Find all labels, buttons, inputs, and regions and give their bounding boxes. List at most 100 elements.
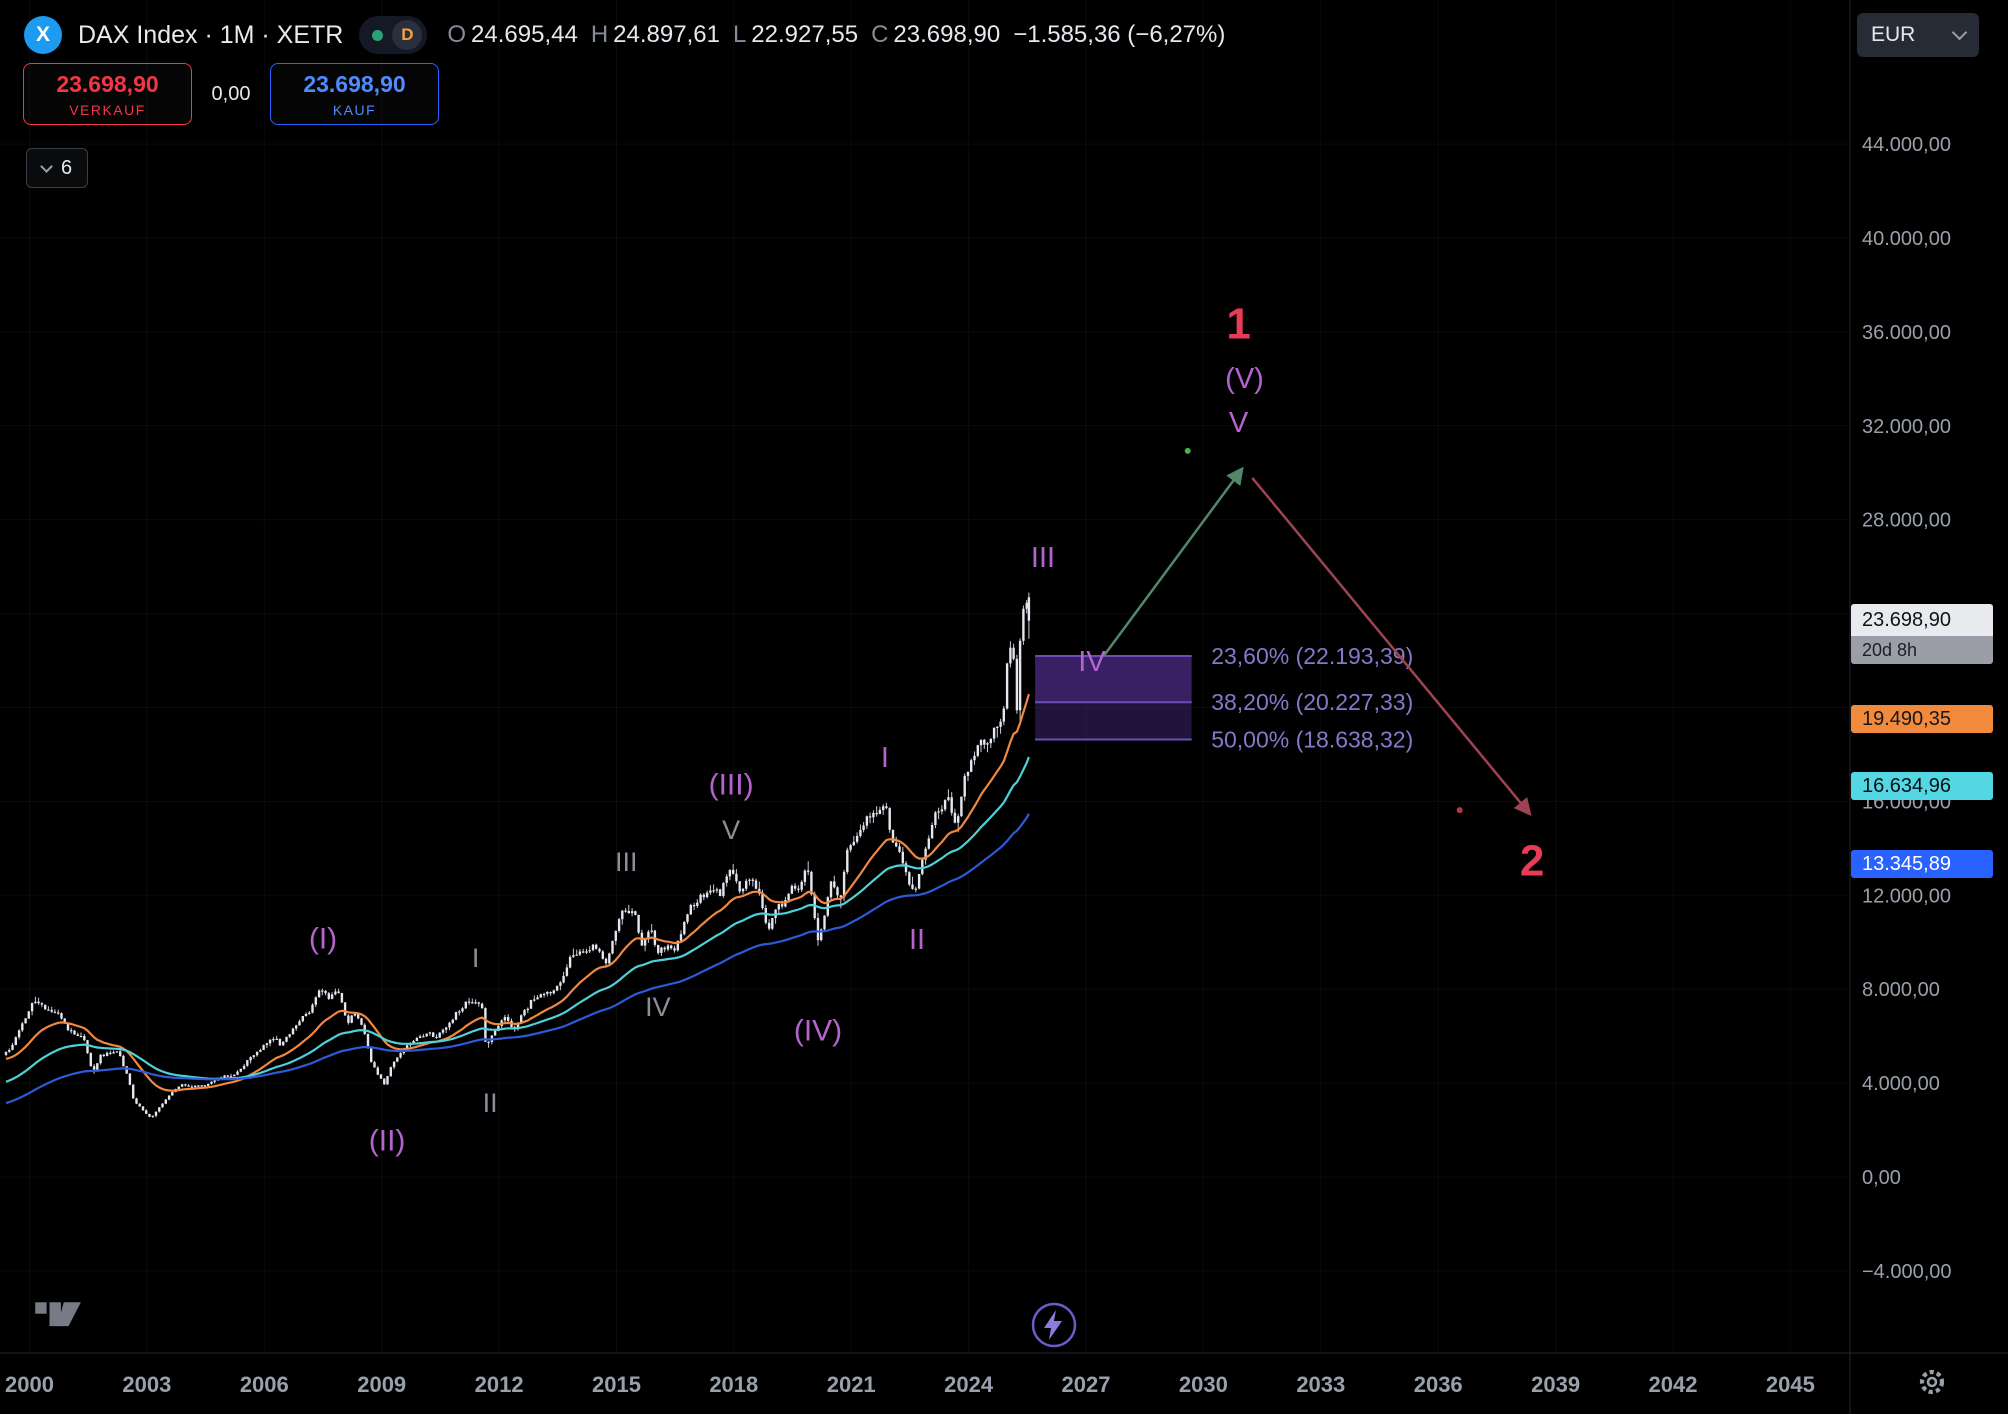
- buy-label: KAUF: [332, 101, 377, 118]
- price-axis-label: 28.000,00: [1862, 510, 1951, 532]
- time-axis-label: 2042: [1649, 1372, 1698, 1397]
- fib-level-label: 38,20% (20.227,33): [1211, 689, 1413, 715]
- high-key: H: [590, 21, 609, 48]
- time-axis-label: 2024: [944, 1372, 994, 1397]
- wave-label[interactable]: II: [483, 1088, 498, 1118]
- symbol-title[interactable]: DAX Index · 1M · XETR: [78, 20, 344, 49]
- lightning-button[interactable]: [1030, 1301, 1078, 1354]
- open-key: O: [447, 21, 467, 48]
- time-axis-label: 2033: [1296, 1372, 1345, 1397]
- wave-label[interactable]: I: [472, 943, 480, 973]
- sell-price: 23.698,90: [56, 70, 159, 97]
- ohlc-readout: O 24.695,44 H 24.897,61 L 22.927,55 C 23…: [447, 21, 1225, 49]
- candlestick-series: [4, 597, 1031, 1117]
- chart-header: X DAX Index · 1M · XETR D O 24.695,44 H …: [24, 16, 1225, 54]
- time-axis-label: 2006: [240, 1372, 289, 1397]
- bar-countdown: 20d 8h: [1851, 635, 1993, 664]
- time-axis[interactable]: 2000 2003 2006 2009 2012 2015 2018 2021 2024 2027…: [5, 1372, 1815, 1397]
- wave-label[interactable]: (III): [709, 769, 754, 802]
- wave-label[interactable]: V: [1229, 407, 1249, 439]
- ma-fast-price-badge: 19.490,35: [1851, 705, 1993, 734]
- chevron-down-icon: [1951, 24, 1968, 41]
- drawing-anchor-dot[interactable]: [1456, 807, 1463, 814]
- time-axis-label: 2012: [475, 1372, 524, 1397]
- price-axis-label: 4.000,00: [1862, 1073, 1940, 1095]
- drawing-anchor-dot[interactable]: [1184, 447, 1191, 454]
- open-value: 24.695,44: [471, 21, 578, 48]
- current-price-badge: 23.698,90 20d 8h: [1851, 603, 1993, 664]
- grid: [0, 0, 1850, 1353]
- price-axis-label: −4.000,00: [1862, 1261, 1952, 1283]
- ma-fast-line: [5, 693, 1030, 1092]
- time-axis-label: 2039: [1531, 1372, 1580, 1397]
- time-axis-label: 2003: [122, 1372, 171, 1397]
- high-value: 24.897,61: [613, 21, 720, 48]
- ma-mid-line: [5, 756, 1030, 1083]
- fib-level-label: 50,00% (18.638,32): [1211, 727, 1413, 753]
- wave-label[interactable]: I: [881, 742, 889, 774]
- buy-price: 23.698,90: [303, 70, 406, 97]
- change-value: −1.585,36 (−6,27%): [1013, 21, 1226, 48]
- collapsed-count: 6: [60, 156, 73, 179]
- wave-label[interactable]: III: [1031, 542, 1055, 574]
- low-value: 22.927,55: [751, 21, 859, 48]
- sell-label: VERKAUF: [69, 101, 146, 118]
- tradingview-logo[interactable]: [30, 1288, 88, 1333]
- sell-button[interactable]: 23.698,90 VERKAUF: [23, 63, 192, 125]
- wave-label[interactable]: (I): [309, 923, 337, 956]
- current-price-value: 23.698,90: [1851, 603, 1993, 636]
- wave-label[interactable]: (IV): [794, 1015, 842, 1048]
- time-axis-label: 2015: [592, 1372, 641, 1397]
- wave-label[interactable]: (V): [1225, 363, 1264, 395]
- trend-arrow[interactable]: [1251, 477, 1532, 817]
- price-axis-label: 8.000,00: [1862, 979, 1940, 1001]
- time-axis-label: 2030: [1179, 1372, 1228, 1397]
- wave-label[interactable]: (II): [369, 1125, 406, 1158]
- wave-label[interactable]: IV: [645, 992, 671, 1022]
- wave-label[interactable]: II: [909, 924, 925, 956]
- time-axis-label: 2036: [1414, 1372, 1463, 1397]
- lightning-icon: [1044, 1310, 1062, 1340]
- wave-label[interactable]: IV: [1078, 646, 1106, 678]
- settings-button[interactable]: [1916, 1366, 1948, 1403]
- wave-label[interactable]: III: [615, 847, 638, 877]
- ma-slow-price-badge: 13.345,89: [1851, 849, 1993, 878]
- trade-panel: 23.698,90 VERKAUF 0,00 23.698,90 KAUF: [23, 63, 439, 125]
- data-mode-badge: D: [392, 20, 423, 50]
- fib-retracement[interactable]: 23,60% (22.193,39) 38,20% (20.227,33) 50,0…: [1035, 643, 1413, 753]
- buy-button[interactable]: 23.698,90 KAUF: [270, 63, 439, 125]
- price-axis-label: 44.000,00: [1862, 134, 1951, 156]
- candle-wicks: [5, 592, 1030, 1118]
- close-value: 23.698,90: [893, 21, 1001, 48]
- ma-slow-line: [5, 813, 1030, 1105]
- fib-level-label: 23,60% (22.193,39): [1211, 643, 1413, 669]
- time-axis-label: 2009: [357, 1372, 406, 1397]
- price-axis-label: 36.000,00: [1862, 322, 1951, 344]
- time-axis-label: 2045: [1766, 1372, 1815, 1397]
- time-axis-label: 2018: [709, 1372, 758, 1397]
- close-key: C: [871, 21, 889, 48]
- time-axis-label: 2000: [5, 1372, 54, 1397]
- spread-value: 0,00: [211, 82, 251, 105]
- gear-icon: [1919, 1369, 1945, 1395]
- market-status-pill[interactable]: D: [359, 16, 428, 54]
- avatar-letter: X: [35, 23, 50, 46]
- price-axis-label: 40.000,00: [1862, 228, 1951, 250]
- currency-selector[interactable]: EUR: [1857, 13, 1979, 57]
- price-axis-label: 32.000,00: [1862, 416, 1951, 438]
- wave-label[interactable]: 2: [1520, 837, 1544, 886]
- ma-mid-price-badge: 16.634,96: [1851, 772, 1993, 801]
- publisher-avatar[interactable]: X: [24, 16, 62, 54]
- drawings-collapse-toggle[interactable]: 6: [26, 148, 88, 188]
- low-key: L: [732, 21, 747, 48]
- price-axis-label: 0,00: [1862, 1167, 1901, 1189]
- currency-value: EUR: [1871, 23, 1916, 46]
- market-open-dot-icon: [372, 29, 384, 41]
- trend-arrow[interactable]: [1102, 466, 1244, 657]
- time-axis-label: 2021: [827, 1372, 876, 1397]
- price-axis-label: 12.000,00: [1862, 885, 1951, 907]
- wave-label[interactable]: V: [722, 815, 740, 845]
- wave-label[interactable]: 1: [1226, 299, 1250, 348]
